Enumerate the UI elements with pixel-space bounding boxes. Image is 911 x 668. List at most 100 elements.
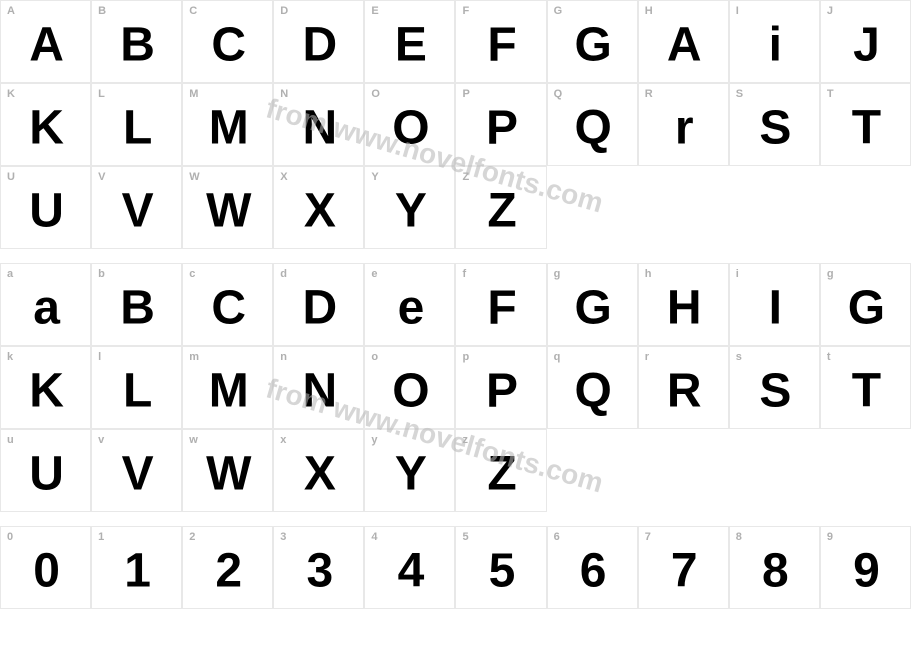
font-chart-container: AABBCCDDEEFFGGHAIiJJKKLLMMNNOOPPQQRrSSTT… [0,0,911,609]
cell-label: O [371,88,380,100]
glyph-cell: HA [638,0,729,83]
glyph: M [209,363,247,418]
glyph-cell: 44 [364,526,455,609]
glyph-grid: AABBCCDDEEFFGGHAIiJJKKLLMMNNOOPPQQRrSSTT… [0,0,911,609]
glyph-cell: bB [91,263,182,346]
cell-label: T [827,88,834,100]
glyph: D [303,17,336,72]
glyph: r [675,100,692,155]
glyph: V [122,446,152,501]
empty-cell [547,429,638,512]
cell-label: g [554,268,561,280]
glyph-cell: 66 [547,526,638,609]
glyph: L [123,363,150,418]
empty-cell [638,429,729,512]
cell-label: Q [554,88,563,100]
cell-label: s [736,351,742,363]
glyph: U [29,446,62,501]
empty-cell [729,166,820,249]
glyph-cell: kK [0,346,91,429]
empty-cell [729,429,820,512]
glyph: M [209,100,247,155]
cell-label: C [189,5,197,17]
empty-cell [820,429,911,512]
cell-label: x [280,434,286,446]
cell-label: r [645,351,649,363]
cell-label: 2 [189,531,195,543]
glyph: K [29,100,62,155]
glyph-cell: aa [0,263,91,346]
glyph: O [392,363,427,418]
glyph: B [120,17,153,72]
glyph-cell: fF [455,263,546,346]
glyph: A [667,17,700,72]
glyph: Y [395,446,425,501]
glyph-cell: MM [182,83,273,166]
glyph: K [29,363,62,418]
cell-label: w [189,434,198,446]
glyph-cell: XX [273,166,364,249]
glyph-cell: 99 [820,526,911,609]
cell-label: D [280,5,288,17]
cell-label: E [371,5,378,17]
glyph-cell: 33 [273,526,364,609]
cell-label: J [827,5,833,17]
glyph: G [574,17,609,72]
cell-label: g [827,268,834,280]
cell-label: A [7,5,15,17]
glyph: S [759,100,789,155]
glyph: 7 [671,543,696,598]
glyph: Q [574,100,609,155]
cell-label: F [462,5,469,17]
glyph: e [398,280,423,335]
glyph-cell: BB [91,0,182,83]
cell-label: H [645,5,653,17]
glyph-cell: xX [273,429,364,512]
glyph-cell: pP [455,346,546,429]
glyph-cell: ZZ [455,166,546,249]
glyph-cell: GG [547,0,638,83]
cell-label: V [98,171,105,183]
cell-label: y [371,434,377,446]
cell-label: a [7,268,13,280]
glyph-cell: 55 [455,526,546,609]
glyph: C [211,280,244,335]
cell-label: p [462,351,469,363]
glyph-cell: wW [182,429,273,512]
glyph: I [769,280,780,335]
cell-label: z [462,434,468,446]
cell-label: 0 [7,531,13,543]
glyph-cell: tT [820,346,911,429]
glyph: C [211,17,244,72]
glyph: Q [574,363,609,418]
cell-label: m [189,351,199,363]
glyph: T [852,363,879,418]
glyph: J [853,17,878,72]
cell-label: h [645,268,652,280]
cell-label: n [280,351,287,363]
glyph-cell: Rr [638,83,729,166]
glyph: F [487,280,514,335]
glyph-cell: JJ [820,0,911,83]
cell-label: v [98,434,104,446]
glyph-cell: mM [182,346,273,429]
cell-label: f [462,268,466,280]
glyph-cell: NN [273,83,364,166]
glyph: 8 [762,543,787,598]
glyph-cell: CC [182,0,273,83]
glyph: G [848,280,883,335]
glyph-cell: 00 [0,526,91,609]
glyph-cell: sS [729,346,820,429]
glyph-cell: yY [364,429,455,512]
cell-label: X [280,171,287,183]
glyph: W [206,183,249,238]
glyph-cell: rR [638,346,729,429]
glyph-cell: FF [455,0,546,83]
cell-label: 1 [98,531,104,543]
glyph-cell: lL [91,346,182,429]
glyph: i [769,17,780,72]
cell-label: U [7,171,15,183]
empty-cell [638,166,729,249]
cell-label: t [827,351,831,363]
cell-label: o [371,351,378,363]
